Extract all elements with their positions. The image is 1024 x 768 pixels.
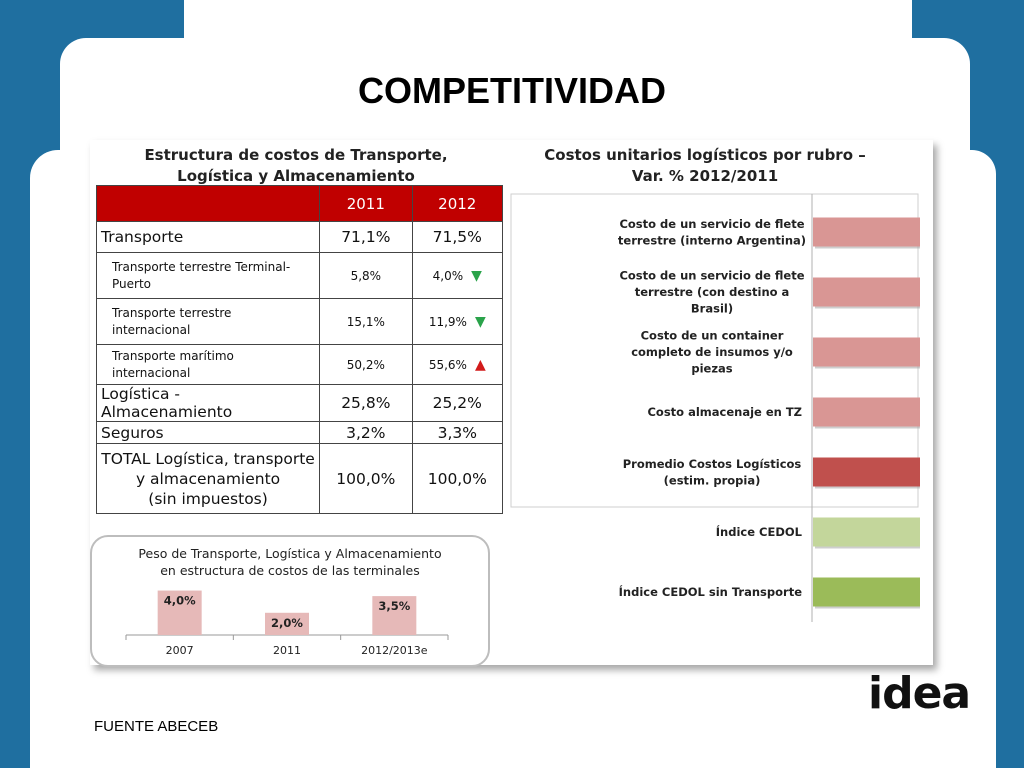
- mini-category-label: 2007: [166, 644, 194, 657]
- down-arrow-icon: ▼: [474, 313, 486, 330]
- bar: [813, 457, 920, 487]
- cell-2011: 50,2%: [319, 344, 413, 385]
- table-row: Seguros 3,2% 3,3%: [95, 421, 504, 444]
- category-label: Promedio Costos Logísticos: [623, 457, 802, 471]
- row-label: Transporte terrestre internacional: [95, 298, 321, 345]
- bar: [813, 517, 920, 547]
- category-label: Índice CEDOL sin Transporte: [619, 584, 803, 599]
- bar: [813, 277, 920, 307]
- slide-title: COMPETITIVIDAD: [357, 70, 666, 111]
- header-2012: 2012: [411, 185, 504, 222]
- idea-logo: idea: [868, 668, 971, 719]
- category-label: terrestre (interno Argentina): [618, 233, 806, 247]
- up-arrow-icon: ▲: [474, 356, 486, 373]
- row-label: Transporte terrestre Terminal- Puerto: [95, 252, 321, 299]
- bar: [813, 337, 920, 367]
- mini-bar-label: 2,0%: [271, 616, 303, 630]
- row-label: Transporte marítimo internacional: [95, 344, 321, 385]
- cell-2012: 100,0%: [411, 443, 504, 514]
- category-label: completo de insumos y/o: [631, 345, 793, 359]
- cell-2011: 71,1%: [319, 221, 413, 253]
- category-label: Costo de un servicio de flete: [619, 217, 804, 231]
- cell-2011: 100,0%: [319, 443, 413, 514]
- mini-chart-svg: 4,0% 2007 2,0% 2011 3,5% 2012/2013e: [125, 590, 449, 657]
- mini-bar-label: 4,0%: [164, 594, 196, 608]
- bar: [813, 577, 920, 607]
- cost-structure-table: 2011 2012 Transporte 71,1% 71,5% Transpo…: [95, 185, 504, 514]
- cell-2012: 71,5%: [411, 221, 504, 253]
- table-row: Transporte terrestre Terminal- Puerto 5,…: [95, 252, 504, 299]
- table-title: Estructura de costos de Transporte, Logí…: [144, 146, 448, 185]
- category-label: (estim. propia): [664, 473, 761, 487]
- costs-chart-title: Costos unitarios logísticos por rubro – …: [544, 146, 866, 185]
- mini-category-label: 2012/2013e: [361, 644, 428, 657]
- content-panel: Estructura de costos de Transporte, Logí…: [90, 140, 933, 667]
- table-row: Logística - Almacenamiento 25,8% 25,2%: [95, 384, 504, 422]
- row-label: Seguros: [95, 421, 321, 444]
- table-row: TOTAL Logística, transporte y almacenami…: [95, 443, 504, 514]
- down-arrow-icon: ▼: [471, 267, 482, 284]
- row-label: Transporte: [95, 221, 321, 253]
- category-label: Costo almacenaje en TZ: [647, 405, 802, 419]
- cell-2011: 5,8%: [319, 252, 413, 299]
- mini-chart-title: Peso de Transporte, Logística y Almacena…: [138, 546, 442, 578]
- mini-category-label: 2011: [273, 644, 301, 657]
- table-row: Transporte 71,1% 71,5%: [95, 221, 504, 253]
- row-label: Logística - Almacenamiento: [95, 384, 321, 422]
- table-row: Transporte marítimo internacional 50,2% …: [95, 344, 504, 385]
- cell-2011: 15,1%: [319, 298, 413, 345]
- category-label: piezas: [691, 362, 732, 376]
- cell-2011: 3,2%: [319, 421, 413, 444]
- header-2011: 2011: [319, 185, 413, 222]
- header-empty-cell: [95, 185, 321, 222]
- bar: [813, 217, 920, 247]
- terminal-weight-chart: Peso de Transporte, Logística y Almacena…: [90, 535, 490, 667]
- cell-2012: 4,0% ▼: [411, 252, 504, 299]
- mini-bar: [157, 590, 202, 635]
- table-row: Transporte terrestre internacional 15,1%…: [95, 298, 504, 345]
- row-label: TOTAL Logística, transporte y almacenami…: [95, 443, 321, 514]
- category-label: Costo de un servicio de flete: [619, 269, 804, 283]
- cell-2011: 25,8%: [319, 384, 413, 422]
- category-label: terrestre (con destino a: [635, 285, 790, 299]
- mini-bar: [265, 612, 309, 635]
- cell-2012: 25,2%: [411, 384, 504, 422]
- category-label: Costo de un container: [641, 329, 784, 343]
- costs-bar-chart: 26,6%Costo de un servicio de fleteterres…: [510, 193, 920, 622]
- bar: [813, 397, 920, 427]
- category-label: Brasil): [691, 302, 733, 316]
- cell-2012: 3,3%: [411, 421, 504, 444]
- table-header-row: 2011 2012: [95, 185, 504, 222]
- cell-2012: 55,6% ▲: [411, 344, 504, 385]
- category-label: Índice CEDOL: [716, 524, 803, 539]
- cell-2012: 11,9% ▼: [411, 298, 504, 345]
- mini-bar-label: 3,5%: [378, 599, 410, 613]
- mini-bar: [372, 596, 417, 635]
- source-note: FUENTE ABECEB: [94, 718, 219, 735]
